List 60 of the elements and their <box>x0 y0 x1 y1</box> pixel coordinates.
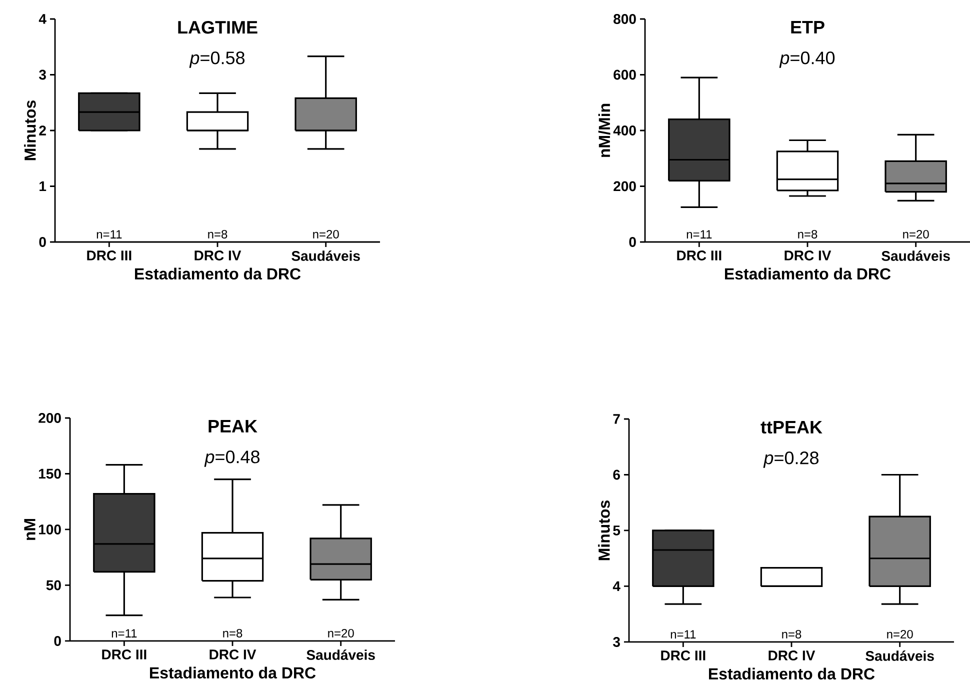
annotation: n=11 <box>112 629 137 638</box>
annotation: n=11 <box>686 230 712 238</box>
chart-title: PEAK <box>208 420 258 432</box>
y-tick-label: 50 <box>46 580 61 590</box>
y-axis-title: Minutos <box>24 100 36 160</box>
x-tick-label: DRC III <box>87 250 132 260</box>
x-tick-label: DRC IV <box>194 250 242 260</box>
annotation: n=20 <box>903 230 929 238</box>
x-tick-label: Saudáveis <box>292 250 360 261</box>
y-tick-label: 100 <box>38 524 61 534</box>
text: p=0.58 <box>189 52 245 68</box>
annotation: n=8 <box>798 230 818 238</box>
text: p=0.28 <box>763 452 818 468</box>
text: p=0.48 <box>204 450 260 467</box>
y-tick-label: 3 <box>612 637 620 647</box>
annotation: n=20 <box>313 230 339 238</box>
y-tick-label: 800 <box>614 14 636 24</box>
y-tick-label: 0 <box>54 636 61 646</box>
y-tick-label: 5 <box>613 526 620 536</box>
x-tick-label: DRC IV <box>768 650 816 660</box>
annotation: n=11 <box>96 230 122 238</box>
x-tick-label: DRC IV <box>210 650 256 660</box>
x-axis-title: Estadiamento da DRC <box>135 268 301 280</box>
y-tick-label: 200 <box>38 413 61 423</box>
annotation: n=11 <box>670 630 696 638</box>
y-tick-label: 2 <box>39 126 46 136</box>
x-tick-label: DRC III <box>677 250 722 260</box>
y-tick-label: 200 <box>614 181 636 192</box>
annotation: n=8 <box>208 230 228 238</box>
chart-title: ETP <box>791 20 824 34</box>
annotation: n=8 <box>782 630 802 638</box>
y-tick-label: 7 <box>613 414 620 424</box>
annotation: n=20 <box>328 628 354 638</box>
y-tick-label: 3 <box>39 70 46 80</box>
y-tick-label: 0 <box>629 237 636 247</box>
y-tick-label: 600 <box>614 70 636 80</box>
x-tick-label: DRC III <box>102 650 146 660</box>
y-axis-title: nM/Min <box>598 104 610 157</box>
x-tick-label: Saudáveis <box>866 650 934 661</box>
y-tick-label: 1 <box>40 181 46 192</box>
chart-title: ttPEAK <box>760 420 822 434</box>
x-tick-label: DRC III <box>661 650 706 660</box>
x-tick-label: Saudáveis <box>882 250 950 261</box>
x-axis-title: Estadiamento da DRC <box>150 666 316 679</box>
chart-title: LAGTIME <box>178 20 258 34</box>
x-axis-title: Estadiamento da DRC <box>709 668 875 680</box>
y-tick-label: 4 <box>612 581 620 592</box>
y-tick-label: 6 <box>613 470 620 480</box>
y-tick-label: 400 <box>613 126 636 136</box>
annotation: n=20 <box>887 630 913 638</box>
y-tick-label: 150 <box>38 468 61 479</box>
annotation: n=8 <box>223 628 242 638</box>
y-axis-title: Minutos <box>598 500 610 560</box>
text: p=0.40 <box>779 52 835 68</box>
x-tick-label: Saudáveis <box>306 650 375 660</box>
x-tick-label: DRC IV <box>784 250 832 260</box>
y-axis-title: nM <box>24 519 36 540</box>
y-tick-label: 0 <box>39 237 46 247</box>
y-tick-label: 4 <box>38 14 46 24</box>
x-axis-title: Estadiamento da DRC <box>724 268 891 280</box>
